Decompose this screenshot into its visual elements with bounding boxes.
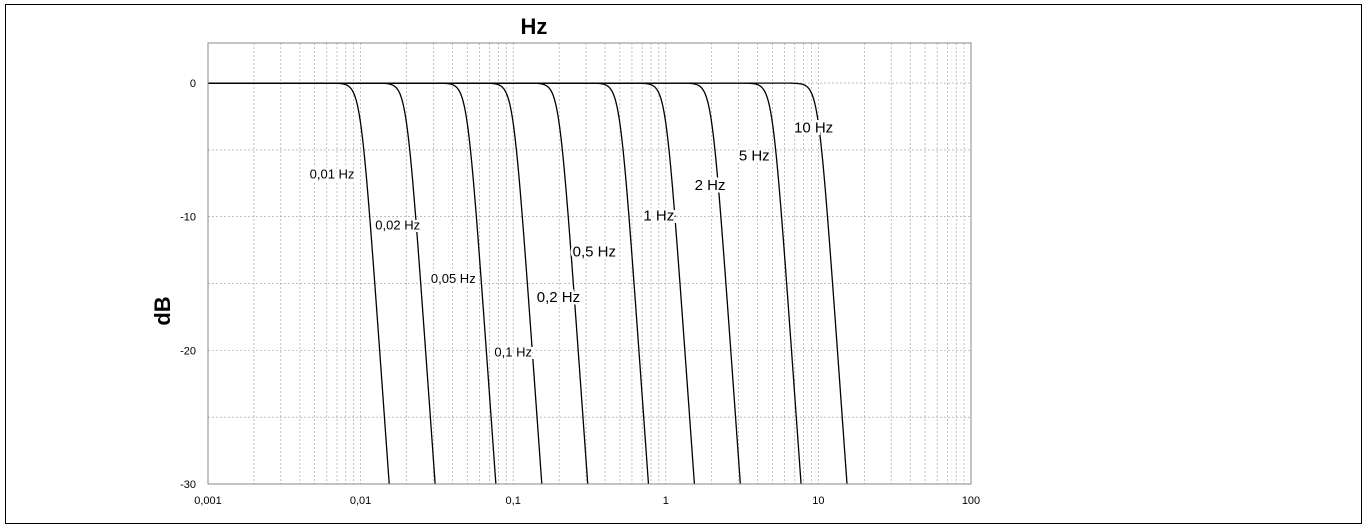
series-curve — [208, 82, 848, 485]
x-tick-label: 0,001 — [194, 495, 222, 507]
series-label: 1 Hz — [643, 208, 674, 225]
series-label: 5 Hz — [739, 148, 770, 165]
x-tick-labels: 0,001 0,01 0,1 1 10 100 — [194, 495, 980, 507]
x-tick-label: 1 — [663, 495, 669, 507]
y-axis-label: dB — [150, 296, 175, 325]
plot-area-border — [207, 42, 972, 485]
grid-lines — [208, 43, 971, 484]
filter-response-chart: Hz dB 0,01 Hz0,02 Hz0,05 Hz0,1 Hz0,2 Hz0… — [150, 14, 980, 507]
chart-title: Hz — [521, 14, 548, 39]
y-tick-labels: 0 -10 -20 -30 — [180, 78, 196, 491]
series-label: 0,5 Hz — [573, 244, 616, 261]
series-label: 2 Hz — [695, 177, 726, 194]
series-curve — [208, 82, 390, 485]
series-label: 10 Hz — [794, 119, 833, 136]
series-label: 0,01 Hz — [310, 167, 355, 182]
x-tick-label: 0,1 — [506, 495, 521, 507]
y-tick-label: -20 — [180, 345, 196, 357]
y-tick-label: 0 — [190, 78, 196, 90]
chart-frame: Hz dB 0,01 Hz 0,02 Hz 0,05 Hz 0,1 Hz 0,2 Hz 0… — [5, 4, 1362, 524]
x-tick-label: 0,01 — [350, 495, 371, 507]
series-label: 0,02 Hz — [375, 217, 420, 232]
series-label: 0,2 Hz — [537, 289, 580, 306]
y-tick-label: -30 — [180, 479, 196, 491]
x-tick-label: 10 — [812, 495, 824, 507]
series-label: 0,1 Hz — [494, 344, 532, 359]
series-curves — [208, 82, 848, 485]
series-label: 0,05 Hz — [431, 271, 476, 286]
y-tick-label: -10 — [180, 212, 196, 224]
x-tick-label: 100 — [962, 495, 980, 507]
series-labels: 0,01 Hz 0,02 Hz 0,05 Hz 0,1 Hz 0,2 Hz 0,5 Hz 1… — [307, 117, 836, 362]
